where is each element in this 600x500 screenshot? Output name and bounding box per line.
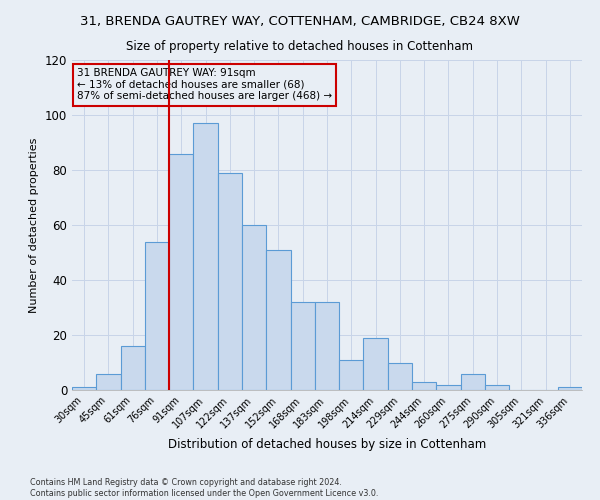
Text: Contains HM Land Registry data © Crown copyright and database right 2024.
Contai: Contains HM Land Registry data © Crown c… [30,478,379,498]
Bar [315,302,339,390]
Bar [364,338,388,390]
Bar [436,384,461,390]
Bar [461,374,485,390]
Bar [72,387,96,390]
Bar [169,154,193,390]
Bar [242,225,266,390]
Bar [193,123,218,390]
Bar [412,382,436,390]
Text: 31, BRENDA GAUTREY WAY, COTTENHAM, CAMBRIDGE, CB24 8XW: 31, BRENDA GAUTREY WAY, COTTENHAM, CAMBR… [80,15,520,28]
Bar [96,374,121,390]
Bar [145,242,169,390]
X-axis label: Distribution of detached houses by size in Cottenham: Distribution of detached houses by size … [168,438,486,451]
Text: 31 BRENDA GAUTREY WAY: 91sqm
← 13% of detached houses are smaller (68)
87% of se: 31 BRENDA GAUTREY WAY: 91sqm ← 13% of de… [77,68,332,102]
Bar [266,250,290,390]
Bar [121,346,145,390]
Bar [558,387,582,390]
Bar [339,360,364,390]
Bar [290,302,315,390]
Y-axis label: Number of detached properties: Number of detached properties [29,138,39,312]
Text: Size of property relative to detached houses in Cottenham: Size of property relative to detached ho… [127,40,473,53]
Bar [388,362,412,390]
Bar [485,384,509,390]
Bar [218,173,242,390]
